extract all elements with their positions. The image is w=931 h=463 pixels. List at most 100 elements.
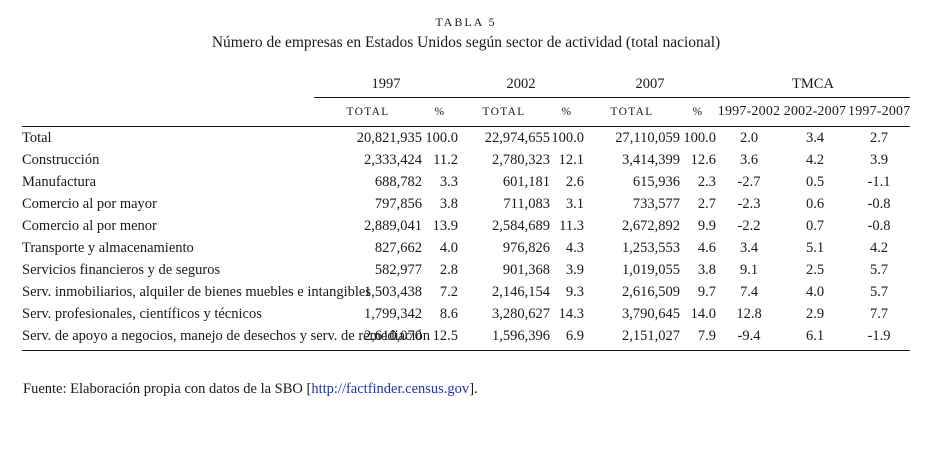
table-cell: -0.8 [867, 218, 891, 234]
table-cell: 13.9 [432, 218, 458, 234]
table-cell: 0.6 [805, 196, 825, 212]
source-link[interactable]: http://factfinder.census.gov [311, 381, 470, 397]
table-row: Total 20,821,935 100.0 22,974,655 100.0 27,11… [22, 127, 910, 150]
table-cell: -9.4 [716, 325, 782, 351]
table-cell: 100.0 [425, 130, 458, 146]
pct-header-2007: % [680, 97, 716, 127]
table-cell: 2.7 [869, 130, 889, 146]
table-cell: 5.7 [869, 262, 889, 278]
table-cell: 2.7 [697, 196, 716, 212]
table-cell: 2.6 [565, 174, 584, 190]
table-cell: 100.0 [551, 130, 584, 146]
table-cell: -1.1 [867, 174, 891, 190]
tmca-range-1997-2007: 1997-2007 [848, 97, 910, 127]
subheader-row: TOTAL % TOTAL % TOTAL % 1997-2002 2002-2… [22, 97, 910, 127]
table-cell: 11.3 [559, 218, 584, 234]
table-cell: 2,584,689 [492, 218, 550, 234]
row-label: Comercio al por menor [22, 218, 157, 234]
year-header-2002: 2002 [458, 73, 584, 98]
table-cell: -0.8 [867, 196, 891, 212]
table-cell: 9.9 [697, 218, 716, 234]
table-cell: 976,826 [502, 240, 550, 256]
table-cell: 0.7 [805, 218, 825, 234]
table-cell: 3,414,399 [622, 152, 680, 168]
table-cell: 22,974,655 [484, 130, 550, 146]
tmca-range-1997-2002: 1997-2002 [716, 97, 782, 127]
total-header-1997: TOTAL [314, 97, 422, 127]
table-cell: 6.9 [550, 325, 584, 351]
table-cell: 8.6 [439, 306, 458, 322]
table-cell: 1,799,342 [364, 306, 422, 322]
source-text-suffix: ]. [469, 381, 478, 397]
table-row: Serv. de apoyo a negocios, manejo de des… [22, 325, 910, 351]
total-header-2007: TOTAL [584, 97, 680, 127]
table-cell: 12.6 [690, 152, 716, 168]
source-text-prefix: Fuente: Elaboración propia con datos de … [23, 381, 312, 397]
table-cell: 3.4 [805, 130, 825, 146]
table-cell: 615,936 [632, 174, 680, 190]
table-row: Transporte y almacenamiento 827,662 4.0 976… [22, 237, 910, 259]
year-header-1997: 1997 [314, 73, 458, 98]
table-cell: 5.7 [869, 284, 889, 300]
empresas-table: 1997 2002 2007 TMCA TOTAL % TOTAL % TOTA… [22, 73, 910, 351]
table-cell: 2,610,070 [314, 325, 422, 351]
year-header-row: 1997 2002 2007 TMCA [22, 73, 910, 98]
table-number-title: TABLA 5 [435, 15, 497, 29]
header-spacer [22, 73, 314, 98]
table-cell: 2,151,027 [584, 325, 680, 351]
table-cell: 1,019,055 [622, 262, 680, 278]
table-cell: 7.4 [739, 284, 759, 300]
table-cell: 7.2 [439, 284, 458, 300]
row-label: Manufactura [22, 174, 97, 190]
table-row: Serv. inmobiliarios, alquiler de bienes … [22, 281, 910, 303]
table-row: Comercio al por mayor 797,856 3.8 711,083 3.… [22, 193, 910, 215]
table-cell: 2,780,323 [492, 152, 550, 168]
table-cell: 0.5 [805, 174, 825, 190]
table-subtitle: Número de empresas en Estados Unidos seg… [211, 34, 721, 51]
table-cell: -2.7 [737, 174, 761, 190]
table-cell: 4.2 [869, 240, 889, 256]
table-cell: 3.1 [565, 196, 584, 212]
table-cell: 797,856 [374, 196, 422, 212]
table-cell: 1,596,396 [458, 325, 550, 351]
table-cell: 582,977 [374, 262, 422, 278]
pct-header-1997: % [422, 97, 458, 127]
row-label: Comercio al por mayor [22, 196, 157, 212]
subheader-spacer [22, 97, 314, 127]
table-cell: 3.9 [565, 262, 584, 278]
table-cell: 2.5 [805, 262, 825, 278]
table-cell: 14.0 [690, 306, 716, 322]
table-cell: 12.1 [558, 152, 584, 168]
row-label: Serv. profesionales, científicos y técni… [22, 306, 262, 322]
table-cell: 14.3 [558, 306, 584, 322]
table-cell: 7.7 [869, 306, 889, 322]
table-cell: 12.5 [422, 325, 458, 351]
table-cell: 5.1 [805, 240, 825, 256]
total-header-2002: TOTAL [458, 97, 550, 127]
table-cell: 4.2 [805, 152, 825, 168]
table-row: Comercio al por menor 2,889,041 13.9 2,584,… [22, 215, 910, 237]
row-label: Construcción [22, 152, 100, 168]
table-cell: 3.9 [869, 152, 889, 168]
table-cell: -1.9 [848, 325, 910, 351]
table-cell: 6.1 [782, 325, 848, 351]
table-body: Total 20,821,935 100.0 22,974,655 100.0 27,11… [22, 127, 910, 351]
table-row: Manufactura 688,782 3.3 601,181 2.6 615,936 2.… [22, 171, 910, 193]
tmca-header: TMCA [716, 73, 910, 98]
table-cell: 2.0 [739, 130, 759, 146]
table-cell: -2.2 [737, 218, 761, 234]
table-cell: 9.7 [697, 284, 716, 300]
pct-header-2002: % [550, 97, 584, 127]
table-cell: 827,662 [374, 240, 422, 256]
table-cell: 27,110,059 [615, 130, 680, 146]
table-cell: -2.3 [737, 196, 761, 212]
table-cell: 20,821,935 [356, 130, 422, 146]
table-cell: 12.8 [736, 306, 762, 322]
row-label: Total [22, 130, 52, 146]
table-cell: 4.0 [439, 240, 458, 256]
table-cell: 4.6 [697, 240, 716, 256]
table-cell: 3.3 [439, 174, 458, 190]
table-cell: 100.0 [683, 130, 716, 146]
row-label: Serv. inmobiliarios, alquiler de bienes … [22, 284, 371, 300]
table-cell: 3.4 [739, 240, 759, 256]
